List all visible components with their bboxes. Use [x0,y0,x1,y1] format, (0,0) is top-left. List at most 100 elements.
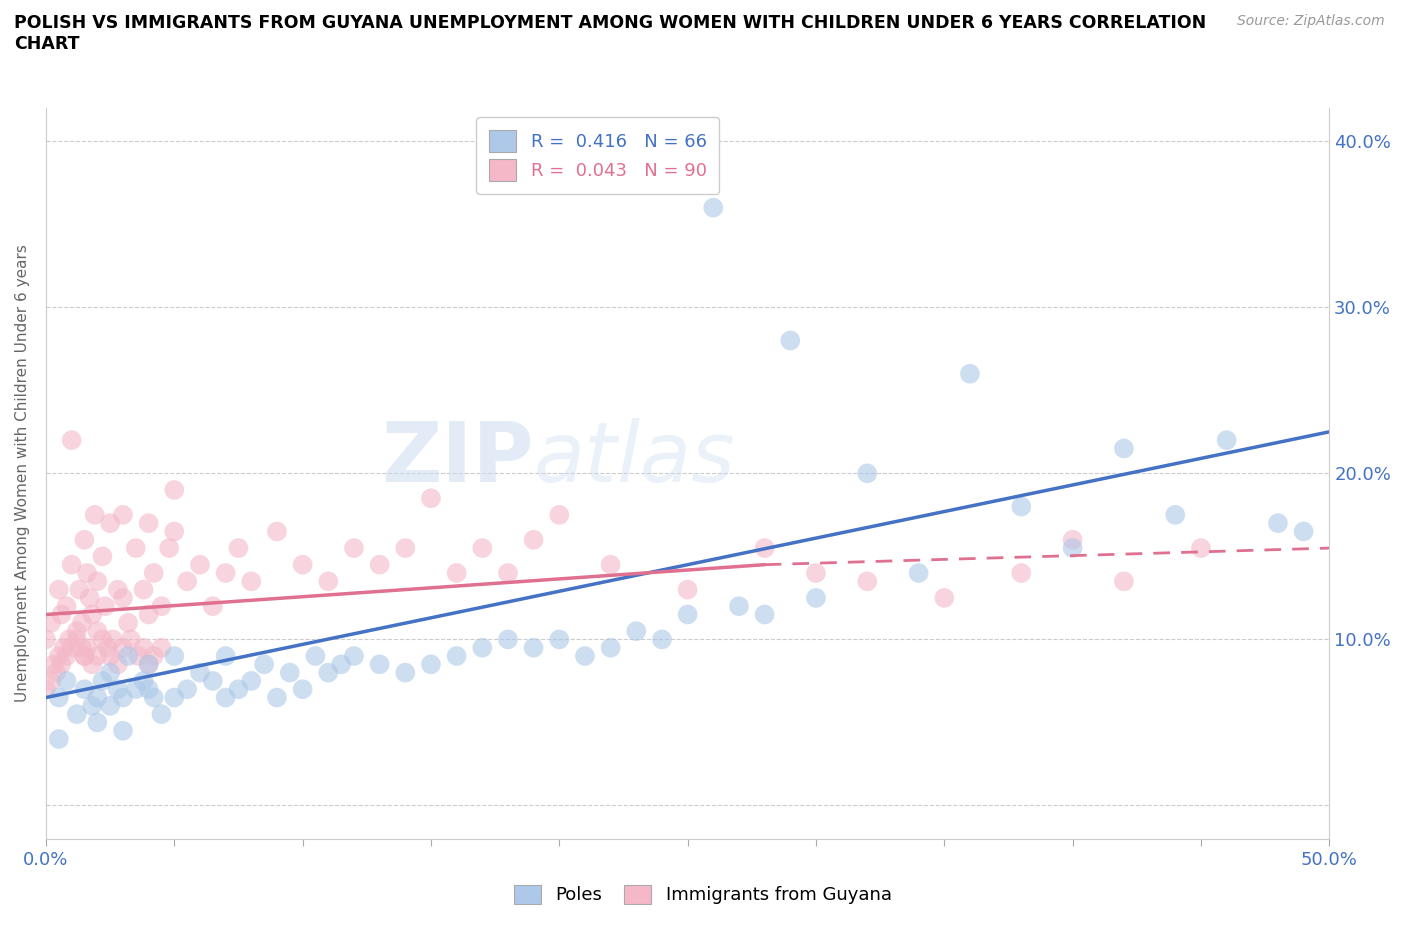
Point [291,682,314,697]
Point [343,540,366,555]
Point [754,540,776,555]
Point [754,607,776,622]
Point [98,698,121,713]
Point [66,707,89,722]
Point [471,540,494,555]
Point [779,333,801,348]
Point [58,632,80,647]
Point [70,616,93,631]
Point [1010,565,1032,580]
Point [51,607,73,622]
Point [316,574,339,589]
Point [138,516,160,531]
Point [66,624,89,639]
Point [76,565,98,580]
Point [176,574,198,589]
Point [55,673,77,688]
Point [111,724,134,738]
Point [471,640,494,655]
Point [368,657,391,671]
Point [138,682,160,697]
Point [60,432,83,447]
Point [91,632,114,647]
Point [214,648,236,663]
Point [73,682,96,697]
Point [599,557,621,572]
Text: POLISH VS IMMIGRANTS FROM GUYANA UNEMPLOYMENT AMONG WOMEN WITH CHILDREN UNDER 6 : POLISH VS IMMIGRANTS FROM GUYANA UNEMPLO… [14,14,1206,53]
Point [523,532,546,547]
Point [138,607,160,622]
Point [523,640,546,655]
Point [86,648,108,663]
Point [804,591,827,605]
Point [91,549,114,564]
Point [394,665,416,680]
Point [127,648,149,663]
Point [176,682,198,697]
Point [48,648,70,663]
Point [48,732,70,747]
Point [804,565,827,580]
Point [101,632,124,647]
Point [91,673,114,688]
Point [83,508,105,523]
Point [1112,441,1135,456]
Point [394,540,416,555]
Legend: Poles, Immigrants from Guyana: Poles, Immigrants from Guyana [508,878,898,911]
Point [73,648,96,663]
Point [240,574,263,589]
Point [82,607,104,622]
Point [111,591,134,605]
Point [368,557,391,572]
Point [1292,524,1315,538]
Point [1267,516,1289,531]
Point [150,599,173,614]
Point [266,524,288,538]
Point [157,540,180,555]
Point [240,673,263,688]
Point [107,582,129,597]
Point [98,648,121,663]
Point [48,582,70,597]
Point [39,616,62,631]
Point [188,665,211,680]
Point [907,565,929,580]
Point [1010,499,1032,514]
Point [676,582,699,597]
Point [548,632,571,647]
Point [111,640,134,655]
Text: ZIP: ZIP [381,418,534,499]
Point [1062,532,1084,547]
Point [228,540,250,555]
Point [142,565,165,580]
Point [228,682,250,697]
Point [856,466,879,481]
Point [67,582,90,597]
Point [856,574,879,589]
Point [728,599,751,614]
Point [214,690,236,705]
Point [76,640,98,655]
Point [496,565,519,580]
Point [142,690,165,705]
Point [117,616,139,631]
Point [138,657,160,671]
Point [163,483,186,498]
Point [420,491,443,506]
Point [304,648,326,663]
Point [111,508,134,523]
Point [599,640,621,655]
Point [142,648,165,663]
Point [45,665,67,680]
Point [150,707,173,722]
Point [66,632,89,647]
Point [48,690,70,705]
Point [959,366,981,381]
Text: Source: ZipAtlas.com: Source: ZipAtlas.com [1237,14,1385,28]
Point [60,640,83,655]
Point [1215,432,1237,447]
Point [125,682,148,697]
Point [86,574,108,589]
Point [82,698,104,713]
Point [55,648,77,663]
